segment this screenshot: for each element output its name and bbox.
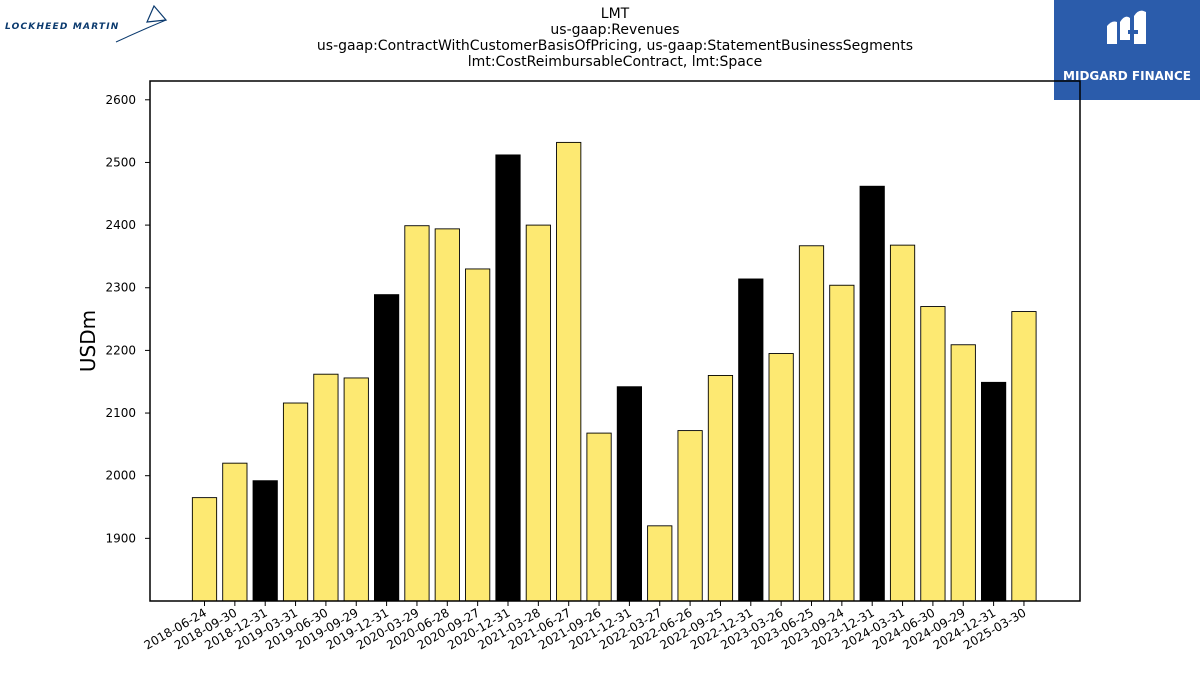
bar-2021-03-28: [525, 224, 551, 602]
bar-2019-06-30: [313, 373, 339, 602]
bar-2020-12-31: [495, 154, 521, 602]
y-tick-label: 2600: [105, 93, 136, 107]
bar-2022-12-31: [738, 278, 764, 602]
bar-2020-06-28: [434, 228, 460, 602]
y-tick-label: 2500: [105, 155, 136, 169]
bar-2020-03-29: [404, 225, 430, 602]
bar-2018-09-30: [222, 462, 248, 602]
title-line-axes: us-gaap:ContractWithCustomerBasisOfPrici…: [316, 38, 914, 54]
title-line-ticker: LMT: [600, 6, 630, 22]
bar-2024-06-30: [920, 306, 946, 602]
bar-2021-09-26: [586, 432, 612, 602]
y-tick-label: 2200: [105, 343, 136, 357]
bar-2022-06-26: [677, 430, 703, 602]
midgard-emblem-icon: [1107, 10, 1146, 45]
bar-2018-06-24: [191, 497, 218, 602]
bar-2019-09-29: [343, 377, 369, 602]
title-line-concept: us-gaap:Revenues: [550, 22, 680, 38]
bar-2020-09-27: [465, 268, 491, 602]
y-tick-label: 2000: [105, 469, 136, 483]
star-icon: [146, 4, 168, 23]
bar-2024-09-29: [950, 344, 976, 602]
y-tick-label: 1900: [105, 531, 136, 545]
bar-2022-03-27: [647, 525, 673, 602]
bar-2019-12-31: [374, 294, 400, 602]
bar-2023-09-24: [829, 284, 855, 602]
bar-2021-06-27: [556, 141, 582, 602]
plot-frame: [149, 80, 1081, 602]
y-tick-label: 2300: [105, 281, 136, 295]
bar-2018-12-31: [252, 480, 278, 602]
y-tick-label: 2400: [105, 218, 136, 232]
y-axis-label: USDm: [76, 310, 100, 372]
bar-2023-06-25: [798, 245, 825, 602]
bar-2023-12-31: [859, 185, 885, 602]
bar-2024-12-31: [981, 381, 1007, 602]
lockheed-martin-logo: LOCKHEED MARTIN: [5, 4, 168, 43]
y-tick-label: 2100: [105, 406, 136, 420]
bar-2024-03-31: [889, 244, 916, 602]
swoosh-icon: [115, 19, 167, 43]
midgard-finance-wordmark: MIDGARD FINANCE: [1063, 69, 1191, 83]
bar-2019-03-31: [282, 402, 309, 602]
title-line-members: lmt:CostReimbursableContract, lmt:Space: [467, 54, 763, 70]
y-axis: 1900 2000 2100 2200 2300 2400 2500 2600: [105, 93, 150, 545]
bars-group: [191, 141, 1037, 602]
chart-title: LMT us-gaap:Revenues us-gaap:ContractWit…: [150, 6, 1080, 70]
bar-2025-03-30: [1011, 311, 1037, 602]
bar-2022-09-25: [707, 375, 734, 602]
bar-2023-03-26: [768, 353, 794, 602]
x-axis: 2018-06-242018-09-302018-12-312019-03-31…: [142, 601, 1028, 652]
bar-2021-12-31: [616, 386, 642, 602]
midgard-finance-logo: MIDGARD FINANCE: [1054, 0, 1200, 100]
lockheed-martin-wordmark: LOCKHEED MARTIN: [5, 22, 120, 32]
